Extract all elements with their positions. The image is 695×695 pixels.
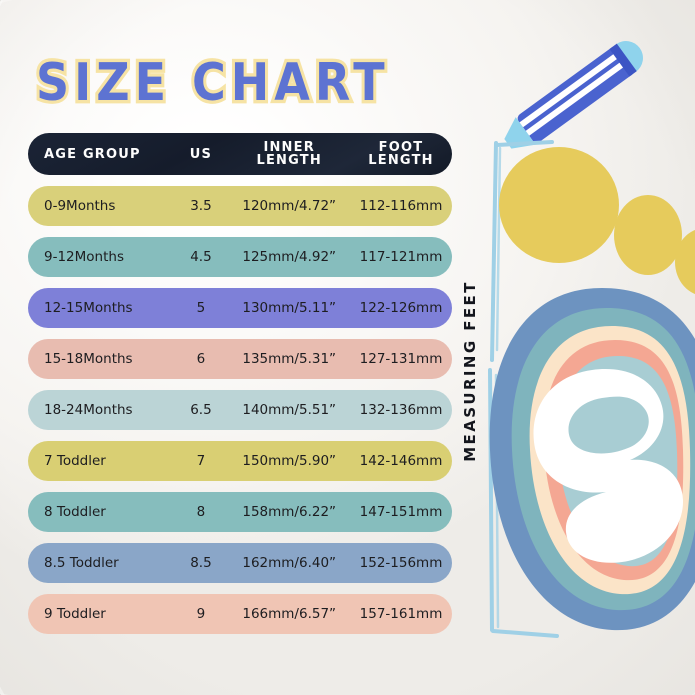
size-chart-table: AGE GROUP US INNER LENGTH FOOT LENGTH 0-…: [28, 133, 452, 645]
yellow-oval-edge: [675, 229, 695, 295]
size-row-age-group: 18-24Months: [44, 402, 133, 418]
yellow-oval-small: [614, 195, 682, 275]
column-header-foot-length: FOOT LENGTH: [368, 140, 434, 168]
measuring-feet-text: MEASURING FEET: [461, 280, 479, 462]
size-row-us: 4.5: [190, 249, 212, 265]
size-row-inner-length: 140mm/5.51”: [242, 402, 337, 418]
size-row-inner-length: 166mm/6.57”: [242, 606, 337, 622]
size-row-us: 6.5: [190, 402, 212, 418]
table-row: 18-24Months 6.5 140mm/5.51” 132-136mm: [28, 390, 452, 430]
table-row: 9-12Months 4.5 125mm/4.92” 117-121mm: [28, 237, 452, 277]
table-row: 15-18Months 6 135mm/5.31” 127-131mm: [28, 339, 452, 379]
size-row-us: 7: [196, 453, 206, 469]
size-row-us: 5: [196, 300, 206, 316]
table-row: 9 Toddler 9 166mm/6.57” 157-161mm: [28, 594, 452, 634]
column-header-age-group: AGE GROUP: [44, 146, 141, 162]
size-row-inner-length: 120mm/4.72”: [242, 198, 337, 214]
size-row-age-group: 12-15Months: [44, 300, 133, 316]
size-row-age-group: 0-9Months: [44, 198, 116, 214]
size-row-inner-length: 125mm/4.92”: [242, 249, 337, 265]
size-row-foot-length: 142-146mm: [359, 453, 443, 469]
size-row-inner-length: 130mm/5.11”: [242, 300, 337, 316]
table-header-row: AGE GROUP US INNER LENGTH FOOT LENGTH: [28, 133, 452, 175]
size-row-us: 6: [196, 351, 206, 367]
table-row: 7 Toddler 7 150mm/5.90” 142-146mm: [28, 441, 452, 481]
size-row-inner-length: 162mm/6.40”: [242, 555, 337, 571]
table-row: 8 Toddler 8 158mm/6.22” 147-151mm: [28, 492, 452, 532]
column-header-us: US: [189, 146, 213, 162]
size-row-foot-length: 132-136mm: [359, 402, 443, 418]
table-body: 0-9Months 3.5 120mm/4.72” 112-116mm 9-12Mont…: [28, 186, 452, 634]
pencil-icon: [504, 41, 643, 149]
size-row-inner-length: 158mm/6.22”: [242, 504, 337, 520]
size-row-age-group: 15-18Months: [44, 351, 133, 367]
size-row-us: 3.5: [190, 198, 212, 214]
table-row: 12-15Months 5 130mm/5.11” 122-126mm: [28, 288, 452, 328]
size-row-inner-length: 135mm/5.31”: [242, 351, 337, 367]
size-row-us: 8.5: [190, 555, 212, 571]
size-row-age-group: 9-12Months: [44, 249, 124, 265]
size-row-foot-length: 127-131mm: [359, 351, 443, 367]
size-row-foot-length: 152-156mm: [359, 555, 443, 571]
size-row-age-group: 9 Toddler: [44, 606, 106, 622]
size-row-foot-length: 147-151mm: [359, 504, 443, 520]
table-row: 8.5 Toddler 8.5 162mm/6.40” 152-156mm: [28, 543, 452, 583]
size-row-age-group: 8 Toddler: [44, 504, 106, 520]
column-header-inner-length: INNER LENGTH: [256, 140, 322, 168]
size-row-inner-length: 150mm/5.90”: [242, 453, 337, 469]
measuring-feet-illustration: [488, 41, 695, 638]
measuring-feet-label: MEASURING FEET: [455, 252, 485, 492]
size-row-foot-length: 157-161mm: [359, 606, 443, 622]
table-row: 0-9Months 3.5 120mm/4.72” 112-116mm: [28, 186, 452, 226]
footprint-illustration: [489, 288, 695, 631]
yellow-oval-large: [499, 147, 619, 263]
page-title: SIZE CHART: [33, 49, 390, 116]
size-row-age-group: 8.5 Toddler: [44, 555, 119, 571]
size-row-age-group: 7 Toddler: [44, 453, 106, 469]
size-row-foot-length: 112-116mm: [359, 198, 443, 214]
size-row-us: 9: [196, 606, 206, 622]
size-row-foot-length: 122-126mm: [359, 300, 443, 316]
size-row-foot-length: 117-121mm: [359, 249, 443, 265]
size-row-us: 8: [196, 504, 206, 520]
